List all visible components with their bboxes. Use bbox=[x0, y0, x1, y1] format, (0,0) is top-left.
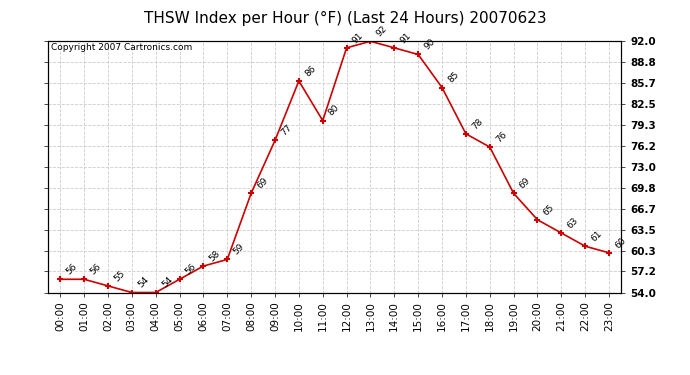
Text: 85: 85 bbox=[446, 70, 461, 85]
Text: 86: 86 bbox=[303, 64, 317, 78]
Text: 56: 56 bbox=[88, 262, 103, 276]
Text: 69: 69 bbox=[255, 176, 270, 190]
Text: 65: 65 bbox=[542, 202, 556, 217]
Text: 55: 55 bbox=[112, 268, 127, 283]
Text: 90: 90 bbox=[422, 37, 437, 52]
Text: 78: 78 bbox=[470, 117, 484, 131]
Text: 59: 59 bbox=[231, 242, 246, 256]
Text: Copyright 2007 Cartronics.com: Copyright 2007 Cartronics.com bbox=[51, 42, 193, 51]
Text: 54: 54 bbox=[160, 275, 175, 290]
Text: 63: 63 bbox=[566, 216, 580, 230]
Text: 58: 58 bbox=[208, 249, 222, 263]
Text: 69: 69 bbox=[518, 176, 532, 190]
Text: 56: 56 bbox=[184, 262, 198, 276]
Text: 60: 60 bbox=[613, 236, 628, 250]
Text: 77: 77 bbox=[279, 123, 294, 138]
Text: 91: 91 bbox=[351, 31, 365, 45]
Text: 61: 61 bbox=[589, 229, 604, 243]
Text: 80: 80 bbox=[327, 104, 342, 118]
Text: 76: 76 bbox=[494, 130, 509, 144]
Text: 56: 56 bbox=[64, 262, 79, 276]
Text: 92: 92 bbox=[375, 24, 389, 39]
Text: THSW Index per Hour (°F) (Last 24 Hours) 20070623: THSW Index per Hour (°F) (Last 24 Hours)… bbox=[144, 11, 546, 26]
Text: 91: 91 bbox=[398, 31, 413, 45]
Text: 54: 54 bbox=[136, 275, 150, 290]
